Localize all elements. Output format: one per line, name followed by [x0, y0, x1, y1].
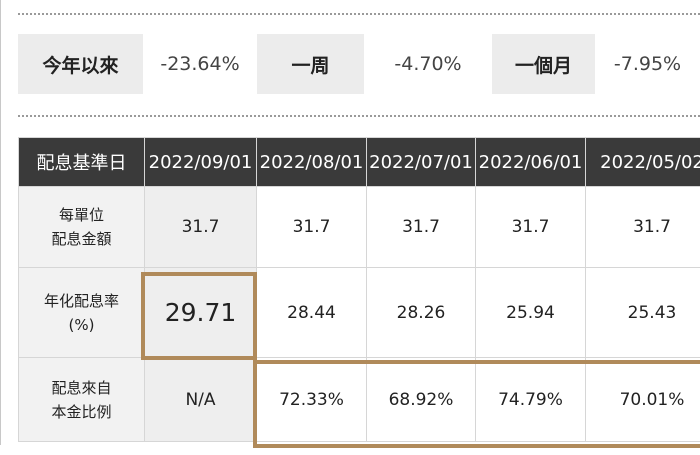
table-header-row: 配息基準日 2022/09/01 2022/08/01 2022/07/01 2…	[18, 137, 700, 187]
perf-value-week: -4.70%	[364, 34, 492, 94]
table-cell: 28.26	[366, 267, 476, 358]
content-frame	[0, 0, 1, 445]
header-date: 2022/08/01	[256, 137, 367, 187]
header-date: 2022/06/01	[475, 137, 586, 187]
row-label-line: 每單位	[58, 206, 104, 224]
row-label-line: 配息來自	[51, 378, 112, 397]
header-date: 2022/09/01	[144, 137, 257, 187]
perf-label-month: 一個月	[492, 34, 595, 94]
perf-value-month: -7.95%	[595, 34, 700, 94]
row-label-line: 年化配息率	[43, 291, 119, 310]
table-cell: 31.7	[366, 186, 476, 268]
header-ex-dividend-date: 配息基準日	[18, 137, 145, 187]
highlight-box-principal-ratio	[253, 360, 700, 448]
row-label: 每單位 配息金額	[18, 186, 145, 268]
table-cell: 25.43	[585, 267, 700, 358]
table-cell: N/A	[144, 357, 257, 442]
perf-value-ytd: -23.64%	[143, 34, 257, 94]
dotted-divider-top	[18, 13, 700, 15]
table-cell: 31.7	[475, 186, 586, 268]
table-cell: 72.33%	[256, 357, 367, 442]
highlight-box-yield	[141, 272, 257, 360]
perf-label-ytd: 今年以來	[18, 34, 143, 94]
performance-row: 今年以來 -23.64% 一周 -4.70% 一個月 -7.95%	[18, 34, 700, 94]
table-row-principal-ratio: 配息來自 本金比例 N/A 72.33% 68.92% 74.79% 70.01…	[18, 357, 700, 442]
table-cell: 74.79%	[475, 357, 586, 442]
table-cell: 70.01%	[585, 357, 700, 442]
table-cell: 25.94	[475, 267, 586, 358]
row-label-line: 配息金額	[51, 230, 112, 248]
table-row-annualized-yield: 年化配息率 (%) 29.71 28.44 28.26 25.94 25.43	[18, 267, 700, 358]
dotted-divider-middle	[18, 115, 700, 117]
table-row-dividend-amount: 每單位 配息金額 31.7 31.7 31.7 31.7 31.7	[18, 186, 700, 268]
dividend-table: 配息基準日 2022/09/01 2022/08/01 2022/07/01 2…	[18, 137, 700, 442]
table-cell: 28.44	[256, 267, 367, 358]
table-cell: 31.7	[256, 186, 367, 268]
header-date: 2022/05/02	[585, 137, 700, 187]
row-label-line: 本金比例	[51, 402, 112, 421]
table-cell: 68.92%	[366, 357, 476, 442]
row-label: 年化配息率 (%)	[18, 267, 145, 358]
row-label: 配息來自 本金比例	[18, 357, 145, 442]
header-date: 2022/07/01	[366, 137, 476, 187]
table-cell: 31.7	[144, 186, 257, 268]
table-cell: 31.7	[585, 186, 700, 268]
perf-label-week: 一周	[257, 34, 364, 94]
row-label-line: (%)	[68, 315, 95, 334]
